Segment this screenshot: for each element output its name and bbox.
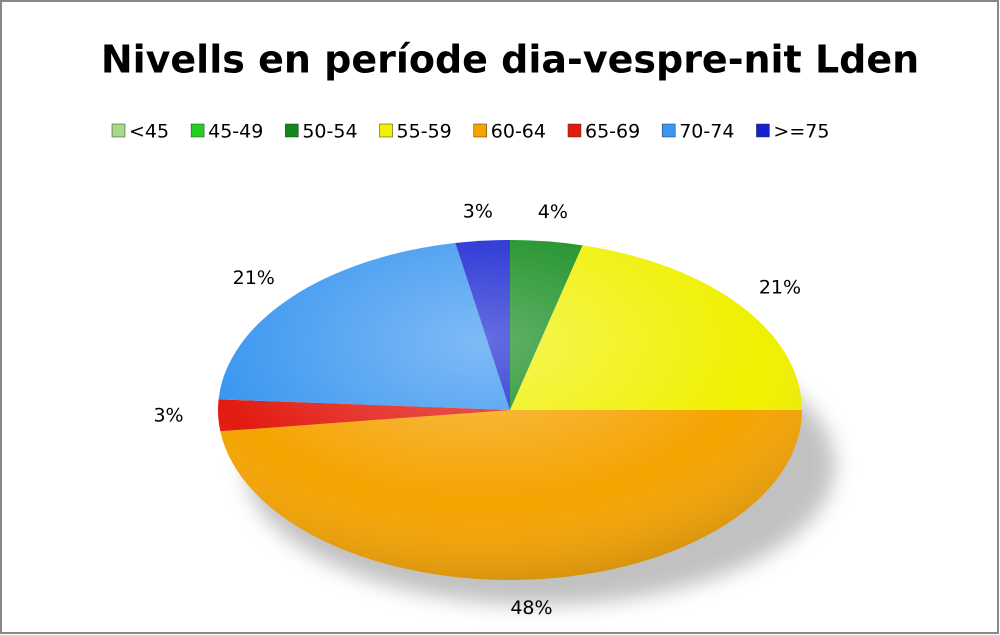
legend-label: 60-64	[491, 121, 546, 143]
legend-label: >=75	[773, 121, 829, 143]
legend-swatch	[661, 123, 676, 138]
legend-swatch	[190, 123, 205, 138]
legend-label: 45-49	[208, 121, 263, 143]
legend-swatch	[111, 123, 126, 138]
data-label: 48%	[510, 597, 552, 619]
legend-swatch	[473, 123, 488, 138]
legend-swatch	[756, 123, 770, 138]
legend-swatch	[379, 123, 393, 138]
legend-swatch	[567, 123, 582, 138]
chart-title: Nivells en període dia-vespre-nit Lden	[101, 38, 919, 82]
legend-label: 50-54	[302, 121, 357, 143]
data-label: 3%	[463, 200, 493, 222]
legend-label: 65-69	[585, 121, 640, 143]
legend-label: <45	[129, 121, 169, 143]
data-label: 4%	[538, 201, 568, 223]
data-label: 3%	[153, 405, 183, 427]
legend-label: 70-74	[679, 121, 734, 143]
data-label: 21%	[759, 277, 801, 299]
data-label: 21%	[233, 267, 275, 289]
legend-swatch	[285, 123, 299, 138]
legend-label: 55-59	[397, 121, 452, 143]
